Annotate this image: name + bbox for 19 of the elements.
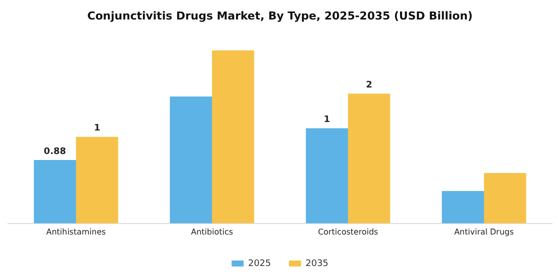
data-label: 0.88 (44, 146, 66, 157)
bar (306, 128, 348, 224)
x-tick-label: Antiviral Drugs (454, 227, 514, 236)
bar (170, 96, 212, 224)
bar (76, 136, 118, 224)
x-tick-label: Antihistamines (46, 227, 106, 236)
bar (348, 94, 390, 224)
legend-label: 2025 (248, 258, 271, 269)
chart-title: Conjunctivitis Drugs Market, By Type, 2025-2035 (USD Billion) (87, 9, 473, 22)
data-label: 2 (366, 80, 372, 90)
data-label: 1 (94, 124, 100, 134)
bar (212, 50, 254, 224)
bar (484, 172, 526, 224)
x-tick-label: Antibiotics (190, 227, 234, 236)
data-label: 1 (324, 115, 330, 126)
bar (442, 190, 484, 224)
x-tick-label: Corticosteroids (318, 227, 378, 236)
bar (34, 160, 76, 224)
legend-label: 2035 (306, 258, 328, 269)
